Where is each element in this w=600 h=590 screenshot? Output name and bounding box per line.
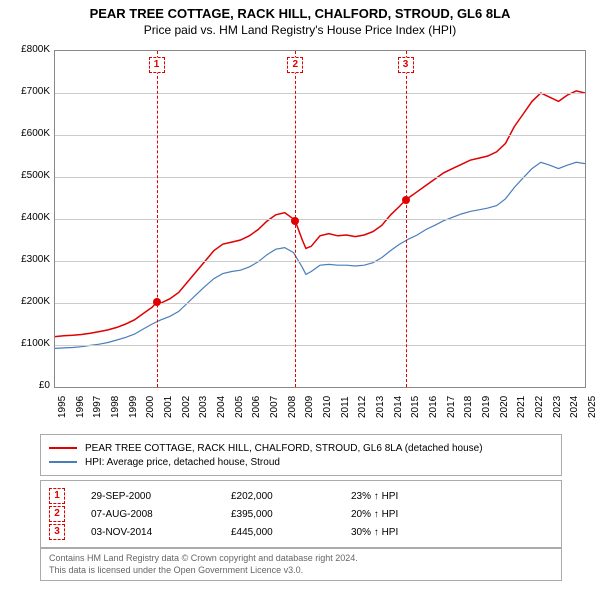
gridline (55, 219, 585, 220)
x-tick-label: 2025 (587, 396, 598, 418)
sale-marker-box: 1 (149, 57, 165, 73)
y-tick-label: £800K (4, 44, 50, 55)
sale-marker-box: 3 (398, 57, 414, 73)
x-tick-label: 2005 (234, 396, 245, 418)
gridline (55, 177, 585, 178)
y-tick-label: £0 (4, 380, 50, 391)
x-tick-label: 2012 (357, 396, 368, 418)
legend-label: HPI: Average price, detached house, Stro… (85, 457, 280, 468)
x-tick-label: 2009 (304, 396, 315, 418)
x-tick-label: 2021 (516, 396, 527, 418)
series-line-price_paid (55, 91, 585, 337)
marker-table-badge: 2 (49, 506, 65, 522)
marker-table-hpi: 23% ↑ HPI (351, 491, 451, 502)
attribution-box: Contains HM Land Registry data © Crown c… (40, 548, 562, 581)
y-tick-label: £200K (4, 296, 50, 307)
marker-table-price: £202,000 (231, 491, 351, 502)
x-tick-label: 2022 (534, 396, 545, 418)
x-tick-label: 2011 (340, 396, 351, 418)
legend-label: PEAR TREE COTTAGE, RACK HILL, CHALFORD, … (85, 443, 483, 454)
legend-row: HPI: Average price, detached house, Stro… (49, 455, 553, 469)
x-tick-label: 2014 (393, 396, 404, 418)
y-tick-label: £700K (4, 86, 50, 97)
sale-marker-dot (402, 196, 410, 204)
x-tick-label: 1998 (110, 396, 121, 418)
gridline (55, 345, 585, 346)
y-tick-label: £100K (4, 338, 50, 349)
gridline (55, 135, 585, 136)
marker-table-hpi: 30% ↑ HPI (351, 527, 451, 538)
marker-table-price: £445,000 (231, 527, 351, 538)
sale-marker-dot (291, 217, 299, 225)
legend-swatch (49, 447, 77, 449)
x-tick-label: 2003 (198, 396, 209, 418)
sale-markers-table: 1 29-SEP-2000£202,00023% ↑ HPI 2 07-AUG-200… (40, 480, 562, 548)
gridline (55, 261, 585, 262)
x-tick-label: 2019 (481, 396, 492, 418)
x-tick-label: 2001 (163, 396, 174, 418)
x-tick-label: 2007 (269, 396, 280, 418)
marker-table-badge: 1 (49, 488, 65, 504)
marker-table-badge: 3 (49, 524, 65, 540)
sale-marker-vline (157, 51, 158, 387)
y-tick-label: £300K (4, 254, 50, 265)
marker-table-row: 2 07-AUG-2008£395,00020% ↑ HPI (49, 505, 553, 523)
x-tick-label: 1999 (128, 396, 139, 418)
legend-box: PEAR TREE COTTAGE, RACK HILL, CHALFORD, … (40, 434, 562, 476)
gridline (55, 303, 585, 304)
marker-table-row: 1 29-SEP-2000£202,00023% ↑ HPI (49, 487, 553, 505)
x-tick-label: 2017 (446, 396, 457, 418)
x-tick-label: 2013 (375, 396, 386, 418)
chart-title-line2: Price paid vs. HM Land Registry's House … (0, 23, 600, 37)
sale-marker-vline (406, 51, 407, 387)
chart-title-block: PEAR TREE COTTAGE, RACK HILL, CHALFORD, … (0, 6, 600, 37)
x-tick-label: 2004 (216, 396, 227, 418)
marker-table-price: £395,000 (231, 509, 351, 520)
chart-title-line1: PEAR TREE COTTAGE, RACK HILL, CHALFORD, … (0, 6, 600, 21)
legend-row: PEAR TREE COTTAGE, RACK HILL, CHALFORD, … (49, 441, 553, 455)
legend-swatch (49, 461, 77, 463)
chart-plot-area: 1 2 3 (54, 50, 586, 388)
x-tick-label: 2016 (428, 396, 439, 418)
x-tick-label: 2024 (569, 396, 580, 418)
x-tick-label: 2002 (181, 396, 192, 418)
x-tick-label: 2006 (251, 396, 262, 418)
x-tick-label: 1997 (92, 396, 103, 418)
y-tick-label: £400K (4, 212, 50, 223)
marker-table-date: 29-SEP-2000 (91, 491, 231, 502)
x-tick-label: 2010 (322, 396, 333, 418)
marker-table-hpi: 20% ↑ HPI (351, 509, 451, 520)
marker-table-date: 03-NOV-2014 (91, 527, 231, 538)
x-tick-label: 1995 (57, 396, 68, 418)
x-tick-label: 2020 (499, 396, 510, 418)
y-tick-label: £600K (4, 128, 50, 139)
sale-marker-dot (153, 298, 161, 306)
x-tick-label: 2018 (463, 396, 474, 418)
x-tick-label: 2015 (410, 396, 421, 418)
marker-table-date: 07-AUG-2008 (91, 509, 231, 520)
x-tick-label: 2000 (145, 396, 156, 418)
attribution-line1: Contains HM Land Registry data © Crown c… (49, 553, 553, 565)
x-tick-label: 2008 (287, 396, 298, 418)
marker-table-row: 3 03-NOV-2014£445,00030% ↑ HPI (49, 523, 553, 541)
sale-marker-box: 2 (287, 57, 303, 73)
x-tick-label: 1996 (75, 396, 86, 418)
y-tick-label: £500K (4, 170, 50, 181)
gridline (55, 93, 585, 94)
attribution-line2: This data is licensed under the Open Gov… (49, 565, 553, 577)
x-tick-label: 2023 (552, 396, 563, 418)
